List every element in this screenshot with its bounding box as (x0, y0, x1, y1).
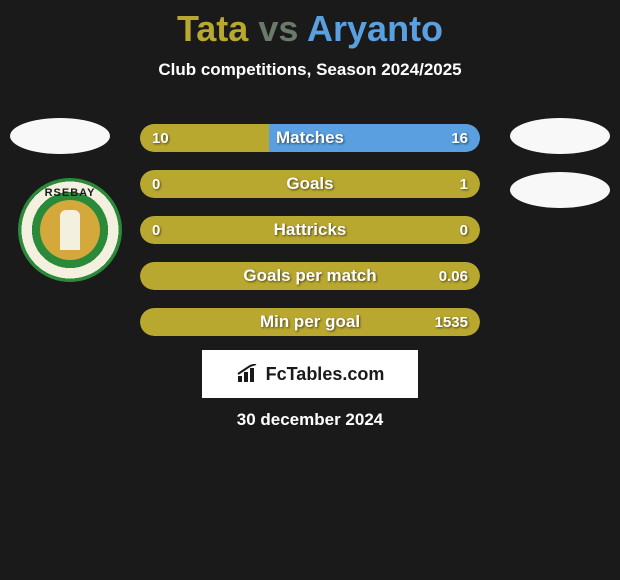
bar-value-right: 1535 (435, 308, 468, 336)
player1-name: Tata (177, 8, 248, 49)
bar-label: Hattricks (140, 216, 480, 244)
bar-label: Min per goal (140, 308, 480, 336)
subtitle: Club competitions, Season 2024/2025 (0, 60, 620, 80)
stat-row: Min per goal1535 (140, 308, 480, 336)
bar-value-left: 10 (152, 124, 169, 152)
club-logo-text: RSEBAY (45, 187, 96, 199)
page-title: Tata vs Aryanto (0, 0, 620, 50)
barchart-icon (236, 364, 260, 384)
player2-emblem-placeholder-1 (510, 118, 610, 154)
player1-emblem-placeholder (10, 118, 110, 154)
club-logo: RSEBAY (18, 178, 122, 282)
bar-value-right: 1 (460, 170, 468, 198)
vs-text: vs (258, 8, 298, 49)
bar-value-right: 16 (451, 124, 468, 152)
bar-label: Goals (140, 170, 480, 198)
stat-row: Hattricks0 0 (140, 216, 480, 244)
stat-row: Goals0 1 (140, 170, 480, 198)
player2-name: Aryanto (307, 8, 443, 49)
bar-label: Matches (140, 124, 480, 152)
club-logo-inner (40, 200, 100, 260)
stats-bars: Matches1016Goals01Hattricks00Goals per m… (140, 124, 480, 354)
brand-box[interactable]: FcTables.com (202, 350, 418, 398)
date-text: 30 december 2024 (0, 410, 620, 430)
bar-value-left: 0 (152, 170, 160, 198)
bar-value-left: 0 (152, 216, 160, 244)
bar-value-right: 0.06 (439, 262, 468, 290)
player2-emblem-placeholder-2 (510, 172, 610, 208)
bar-label: Goals per match (140, 262, 480, 290)
bar-value-right: 0 (460, 216, 468, 244)
stat-row: Goals per match0.06 (140, 262, 480, 290)
brand-text: FcTables.com (266, 364, 385, 385)
stat-row: Matches10 16 (140, 124, 480, 152)
